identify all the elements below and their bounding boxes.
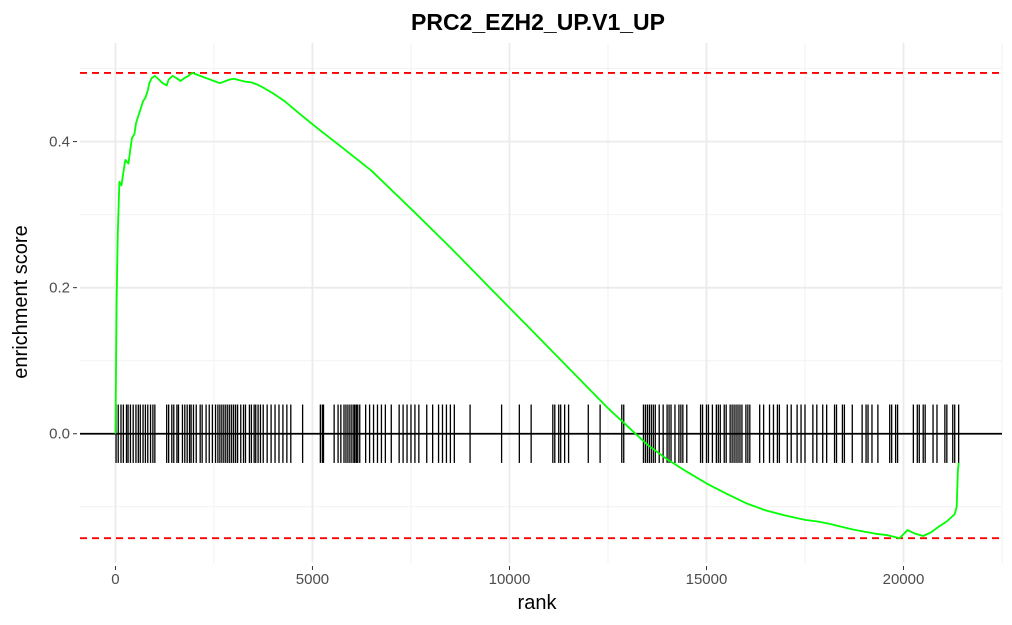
- x-tick-label: 20000: [883, 571, 925, 588]
- hit-ticks: [80, 404, 1002, 463]
- x-tick-label: 10000: [489, 571, 531, 588]
- enrichment-score-line: [114, 72, 960, 540]
- chart-title: PRC2_EZH2_UP.V1_UP: [411, 9, 665, 35]
- series-group: [114, 72, 960, 540]
- reference-lines: [80, 72, 1002, 540]
- y-tick-label: 0.2: [49, 280, 70, 297]
- x-tick-label: 0: [111, 571, 119, 588]
- y-tick-label: 0.0: [49, 426, 70, 443]
- x-tick-labels: 0 5000 10000 15000 20000: [111, 566, 924, 588]
- x-tick-label: 5000: [296, 571, 329, 588]
- y-tick-label: 0.4: [49, 134, 70, 151]
- x-axis-title: rank: [518, 592, 558, 614]
- y-tick-labels: 0.0 0.2 0.4: [49, 134, 77, 443]
- y-axis-title: enrichment score: [10, 225, 32, 378]
- x-tick-label: 15000: [686, 571, 728, 588]
